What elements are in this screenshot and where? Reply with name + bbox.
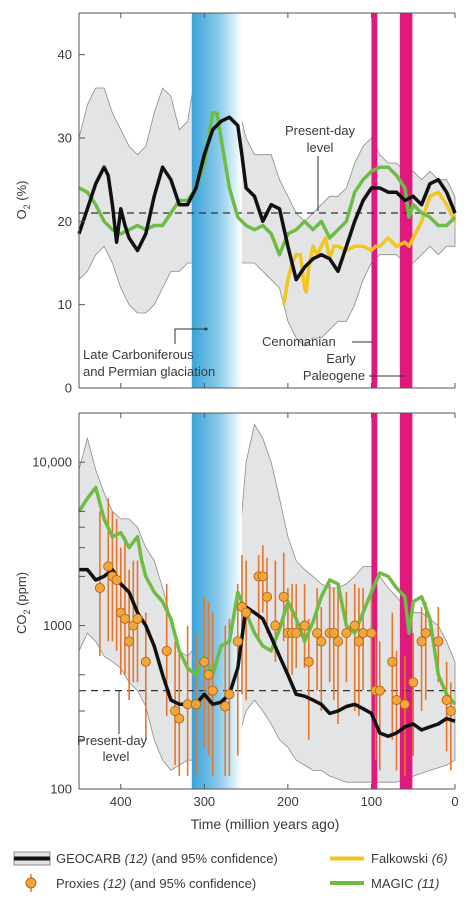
proxy-point: [203, 669, 214, 680]
proxy-point: [391, 695, 402, 706]
o2-magic-line: [78, 111, 457, 257]
proxy-point: [190, 699, 202, 710]
proxy-point: [408, 677, 419, 688]
proxy-point: [349, 620, 360, 631]
x-tick-label: 300: [193, 794, 215, 809]
proxy-point: [420, 628, 431, 639]
o2-y-axis-label: O2 (%): [14, 181, 32, 220]
proxy-point: [399, 699, 410, 710]
o2-axes: 0 10 20 30 40: [58, 12, 456, 396]
proxy-point: [291, 628, 302, 639]
proxy-point: [358, 628, 369, 639]
x-tick-label: 100: [361, 794, 383, 809]
glaciation-annotation-2: and Permian glaciation: [83, 364, 215, 379]
o2-present-annotation-2: level: [307, 140, 334, 155]
proxy-point: [119, 613, 131, 624]
proxy-point: [303, 656, 314, 667]
o2-geocarb-line: [77, 115, 457, 282]
proxy-point: [182, 699, 193, 710]
proxy-point: [199, 656, 210, 667]
proxy-point: [366, 628, 377, 639]
proxy-point: [387, 656, 398, 667]
proxy-point: [103, 561, 114, 572]
co2-proxy-points: [94, 561, 456, 724]
co2-present-annotation-2: level: [103, 749, 130, 764]
co2-present-annotation-1: Present-day: [77, 733, 148, 748]
glaciation-leader: [174, 328, 206, 344]
proxy-point: [232, 636, 243, 647]
legend-geocarb: GEOCARB (12) (and 95% confidence): [56, 851, 278, 866]
proxy-point: [170, 705, 181, 717]
proxy-point: [261, 591, 273, 602]
co2-glaciation-band: [191, 413, 242, 789]
legend-magic: MAGIC (11): [371, 876, 439, 891]
proxy-point: [374, 685, 385, 696]
proxy-point: [241, 607, 252, 618]
proxy-point: [140, 656, 151, 667]
co2-y-tick-label: 1000: [43, 618, 72, 633]
proxy-point: [270, 620, 281, 631]
proxy-point: [124, 636, 135, 647]
o2-y-tick-label: 30: [58, 131, 72, 146]
x-tick-label: 200: [277, 794, 299, 809]
cenomanian-annotation: Cenomanian: [262, 334, 336, 349]
proxy-point: [94, 582, 105, 593]
proxy-point: [341, 628, 352, 639]
legend-falkowski: Falkowski (6): [371, 851, 448, 866]
o2-panel: 0 10 20 30 40 O2 (%) Present-day level Late …: [14, 12, 457, 396]
proxy-point: [220, 701, 231, 712]
glaciation-annotation-1: Late Carboniferous: [83, 347, 194, 362]
proxy-point: [132, 613, 143, 624]
co2-y-axis-label: CO2 (ppm): [14, 572, 32, 634]
co2-y-tick-label: 10,000: [32, 455, 72, 470]
paleogene-annotation-2: Paleogene: [303, 368, 365, 383]
proxy-point: [433, 636, 444, 647]
proxy-point: [416, 636, 427, 647]
proxy-point: [353, 636, 364, 647]
proxy-point: [174, 713, 185, 724]
glaciation-leader-dot: [204, 327, 208, 331]
proxy-point: [328, 628, 339, 639]
o2-falkowski-line: [281, 190, 457, 305]
proxy-point: [312, 628, 323, 639]
proxy-point: [207, 685, 218, 696]
proxy-point: [445, 705, 456, 717]
legend: GEOCARB (12) (and 95% confidence) Proxie…: [13, 851, 448, 892]
proxy-point: [278, 591, 289, 602]
x-tick-label: 0: [451, 794, 458, 809]
o2-y-tick-label: 10: [58, 297, 72, 312]
co2-cenomanian-band: [371, 413, 378, 789]
legend-proxies-marker: [25, 877, 37, 889]
proxy-point: [161, 645, 172, 656]
x-tick-label: 400: [110, 794, 132, 809]
proxy-point: [257, 571, 268, 582]
o2-y-tick-label: 0: [65, 381, 72, 396]
proxy-point: [332, 636, 344, 647]
proxy-point: [316, 636, 327, 647]
o2-present-annotation-1: Present-day: [285, 123, 356, 138]
proxy-point: [441, 695, 452, 706]
co2-magic-line: [77, 485, 457, 706]
legend-proxies: Proxies (12) (and 95% confidence): [56, 876, 256, 891]
o2-y-tick-label: 40: [58, 47, 72, 62]
co2-y-tick-label: 100: [50, 782, 72, 797]
paleogene-annotation-1: Early: [326, 351, 356, 366]
proxy-point: [224, 689, 235, 700]
proxy-point: [299, 620, 310, 631]
o2-y-tick-label: 20: [58, 214, 72, 229]
x-axis-label: Time (million years ago): [191, 816, 340, 832]
proxy-point: [111, 574, 122, 586]
o2-cenomanian-band: [371, 13, 378, 388]
